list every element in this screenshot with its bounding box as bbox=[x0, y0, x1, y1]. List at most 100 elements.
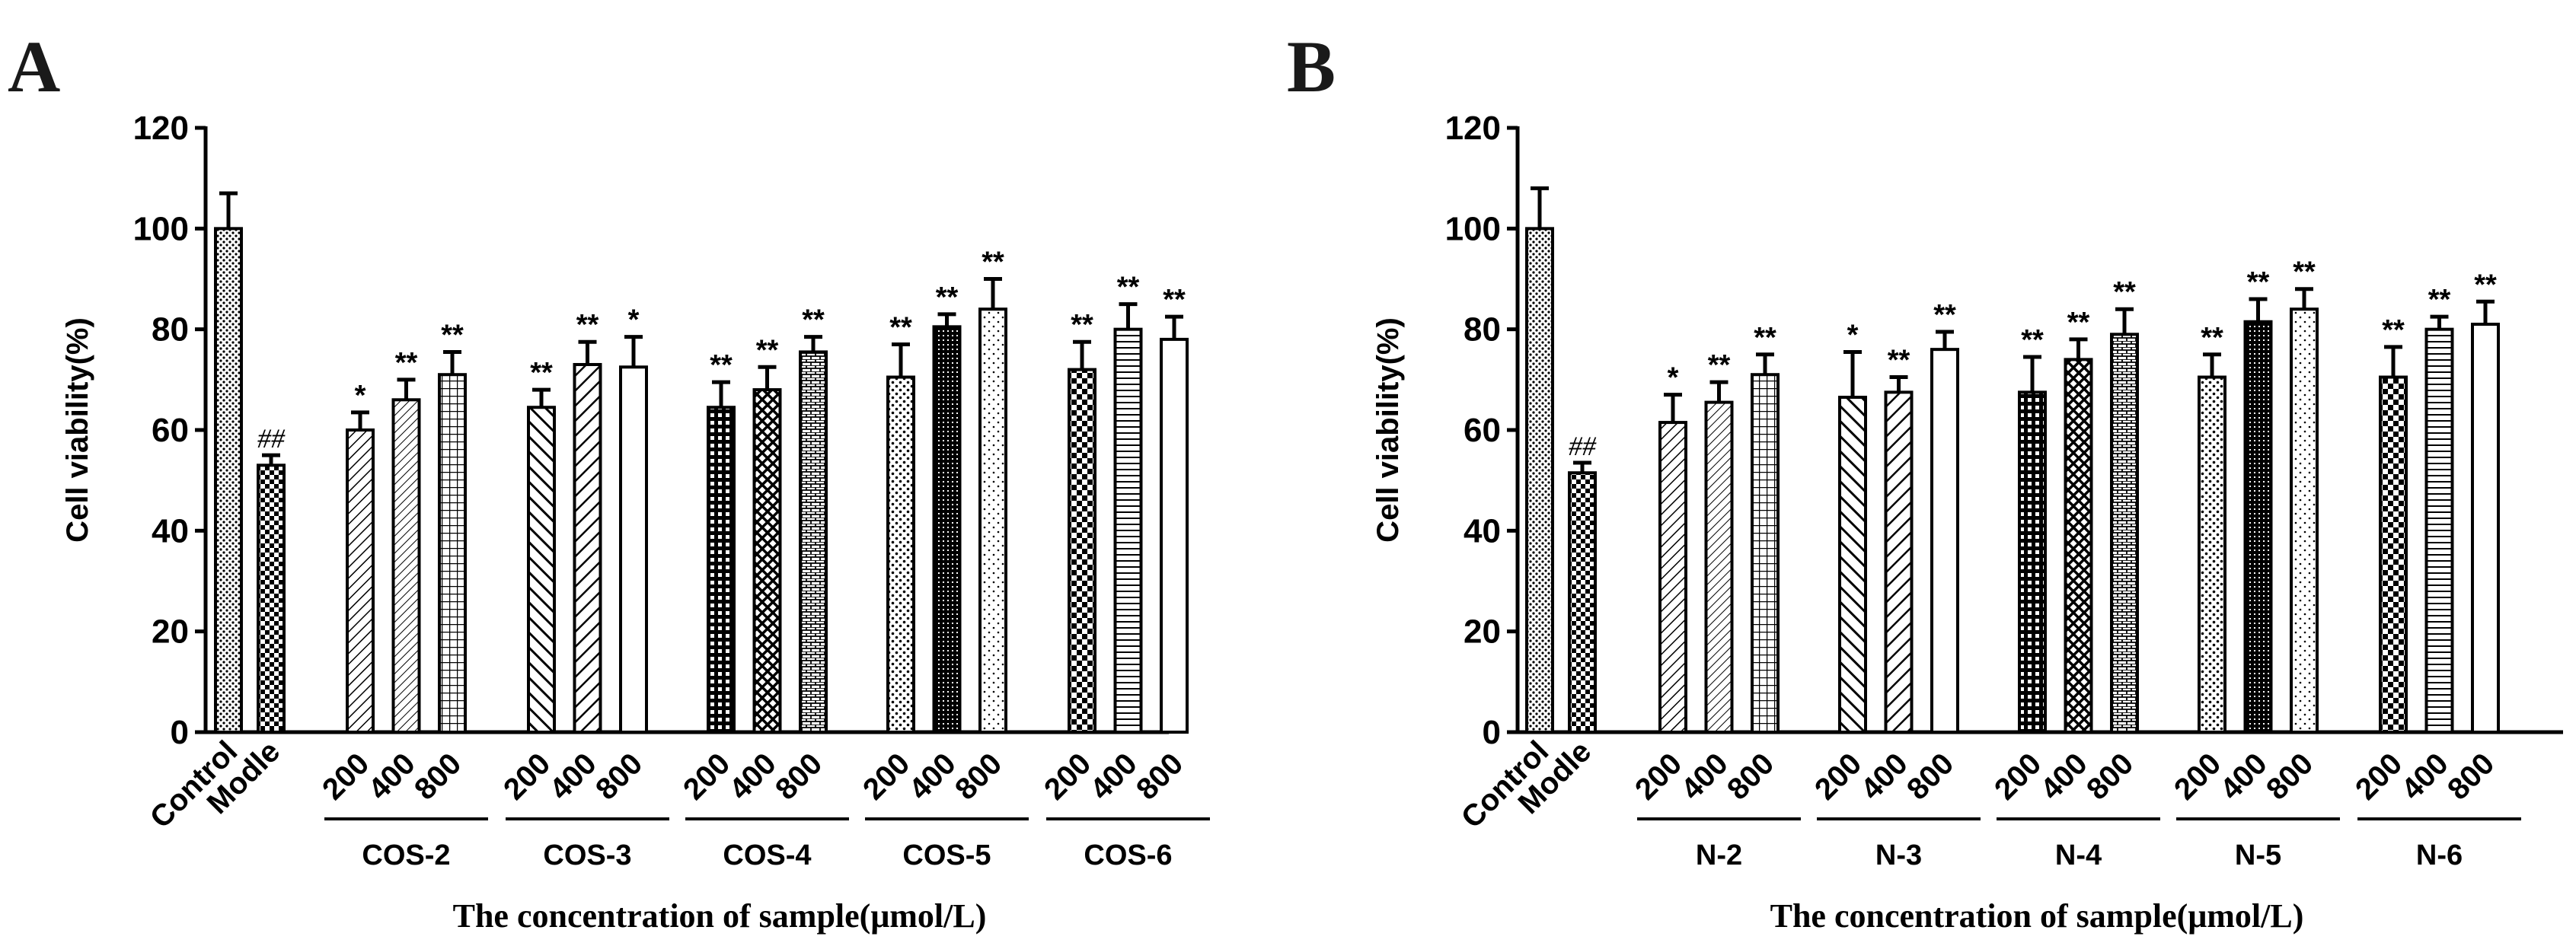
significance-label: * bbox=[1847, 319, 1859, 351]
x-tick-label: 800 bbox=[589, 747, 649, 806]
significance-label: ** bbox=[1888, 345, 1910, 377]
bar bbox=[752, 388, 782, 734]
group-label: N-5 bbox=[2235, 839, 2281, 871]
group-label: N-2 bbox=[1696, 839, 1742, 871]
bar bbox=[799, 350, 828, 734]
bar bbox=[346, 428, 375, 734]
x-tick-label: 800 bbox=[2260, 747, 2319, 806]
y-tick-label: 0 bbox=[1483, 714, 1501, 751]
significance-label: ** bbox=[802, 304, 825, 336]
group-label: COS-5 bbox=[902, 839, 991, 871]
significance-label: ** bbox=[2067, 307, 2090, 339]
x-tick-label: 400 bbox=[2035, 747, 2094, 806]
significance-label: ** bbox=[710, 349, 733, 381]
x-tick-label: 200 bbox=[857, 747, 916, 806]
bar bbox=[1525, 227, 1554, 734]
significance-label: ** bbox=[889, 312, 912, 344]
y-tick-label: 80 bbox=[1464, 311, 1501, 349]
x-tick-label: 200 bbox=[497, 747, 557, 806]
bar bbox=[527, 406, 556, 734]
significance-label: ** bbox=[1754, 322, 1776, 354]
group-label: COS-2 bbox=[362, 839, 450, 871]
significance-label: ** bbox=[576, 309, 599, 341]
bar bbox=[2110, 333, 2139, 734]
x-tick-label: 800 bbox=[408, 747, 468, 806]
x-tick-label: 400 bbox=[723, 747, 783, 806]
significance-label: ** bbox=[2428, 284, 2451, 316]
bar bbox=[1751, 373, 1780, 734]
x-tick-label: 800 bbox=[2080, 747, 2140, 806]
y-tick-label: 100 bbox=[133, 210, 189, 247]
y-tick-label: 0 bbox=[171, 714, 189, 751]
x-tick-label: 400 bbox=[1675, 747, 1735, 806]
x-tick-label: 200 bbox=[1629, 747, 1688, 806]
bar bbox=[1068, 368, 1096, 734]
significance-label: * bbox=[1668, 362, 1679, 394]
x-tick-label: 400 bbox=[2214, 747, 2274, 806]
group-label: N-3 bbox=[1875, 839, 1922, 871]
x-tick-label: 200 bbox=[2168, 747, 2227, 806]
bar bbox=[619, 365, 648, 734]
significance-label: ** bbox=[1071, 309, 1093, 341]
significance-label: ** bbox=[1708, 349, 1731, 381]
x-tick-label: 800 bbox=[769, 747, 828, 806]
significance-label: ** bbox=[936, 282, 959, 314]
y-tick-label: 20 bbox=[1464, 613, 1501, 651]
y-axis-title: Cell viability(%) bbox=[61, 317, 94, 543]
group-label: COS-3 bbox=[543, 839, 631, 871]
y-axis-title: Cell viability(%) bbox=[1371, 317, 1405, 543]
x-tick-label: 800 bbox=[1130, 747, 1189, 806]
x-tick-label: 200 bbox=[1808, 747, 1868, 806]
y-tick-label: 40 bbox=[1464, 512, 1501, 549]
x-tick-label: 800 bbox=[1721, 747, 1780, 806]
x-tick-label: 800 bbox=[1901, 747, 1960, 806]
significance-label: ## bbox=[257, 423, 286, 454]
y-tick-label: 120 bbox=[133, 110, 189, 147]
significance-label: ** bbox=[2474, 269, 2497, 301]
bar bbox=[978, 307, 1007, 734]
significance-label: ** bbox=[2113, 276, 2136, 308]
bar bbox=[438, 373, 467, 734]
significance-label: ** bbox=[2021, 324, 2044, 356]
panel-label: A bbox=[8, 26, 60, 107]
x-axis-title: The concentration of sample(μmol/L) bbox=[1770, 897, 2304, 935]
bar bbox=[1884, 390, 1914, 734]
bar bbox=[1838, 395, 1867, 734]
significance-label: ** bbox=[530, 357, 553, 389]
x-tick-label: 400 bbox=[544, 747, 603, 806]
bar bbox=[1930, 348, 1959, 734]
significance-label: * bbox=[628, 304, 640, 336]
significance-label: ** bbox=[2201, 322, 2223, 354]
significance-label: ** bbox=[2382, 314, 2405, 346]
y-tick-label: 60 bbox=[1464, 412, 1501, 449]
significance-label: ** bbox=[982, 247, 1004, 279]
bar bbox=[2290, 307, 2319, 734]
y-tick-label: 100 bbox=[1445, 210, 1501, 247]
significance-label: ** bbox=[1933, 299, 1956, 331]
bar bbox=[214, 227, 243, 734]
x-axis-title: The concentration of sample(μmol/L) bbox=[453, 897, 987, 935]
x-tick-label: 400 bbox=[2396, 747, 2455, 806]
bar bbox=[932, 325, 962, 734]
x-tick-label: 400 bbox=[1855, 747, 1914, 806]
bar bbox=[707, 406, 736, 734]
significance-label: ** bbox=[441, 319, 464, 351]
significance-label: ** bbox=[2293, 256, 2316, 288]
bar bbox=[573, 362, 602, 734]
x-tick-label: 400 bbox=[903, 747, 962, 806]
panel-label: B bbox=[1287, 26, 1336, 107]
bar bbox=[2018, 390, 2047, 734]
bar bbox=[2243, 320, 2273, 734]
significance-label: ** bbox=[1117, 272, 1140, 304]
x-tick-label: 800 bbox=[949, 747, 1008, 806]
bar bbox=[391, 398, 421, 734]
bar bbox=[2064, 358, 2093, 734]
y-tick-label: 120 bbox=[1445, 110, 1501, 147]
bar bbox=[2198, 375, 2226, 734]
y-tick-label: 80 bbox=[152, 311, 189, 349]
bar bbox=[2379, 375, 2408, 734]
significance-label: ** bbox=[756, 334, 779, 366]
